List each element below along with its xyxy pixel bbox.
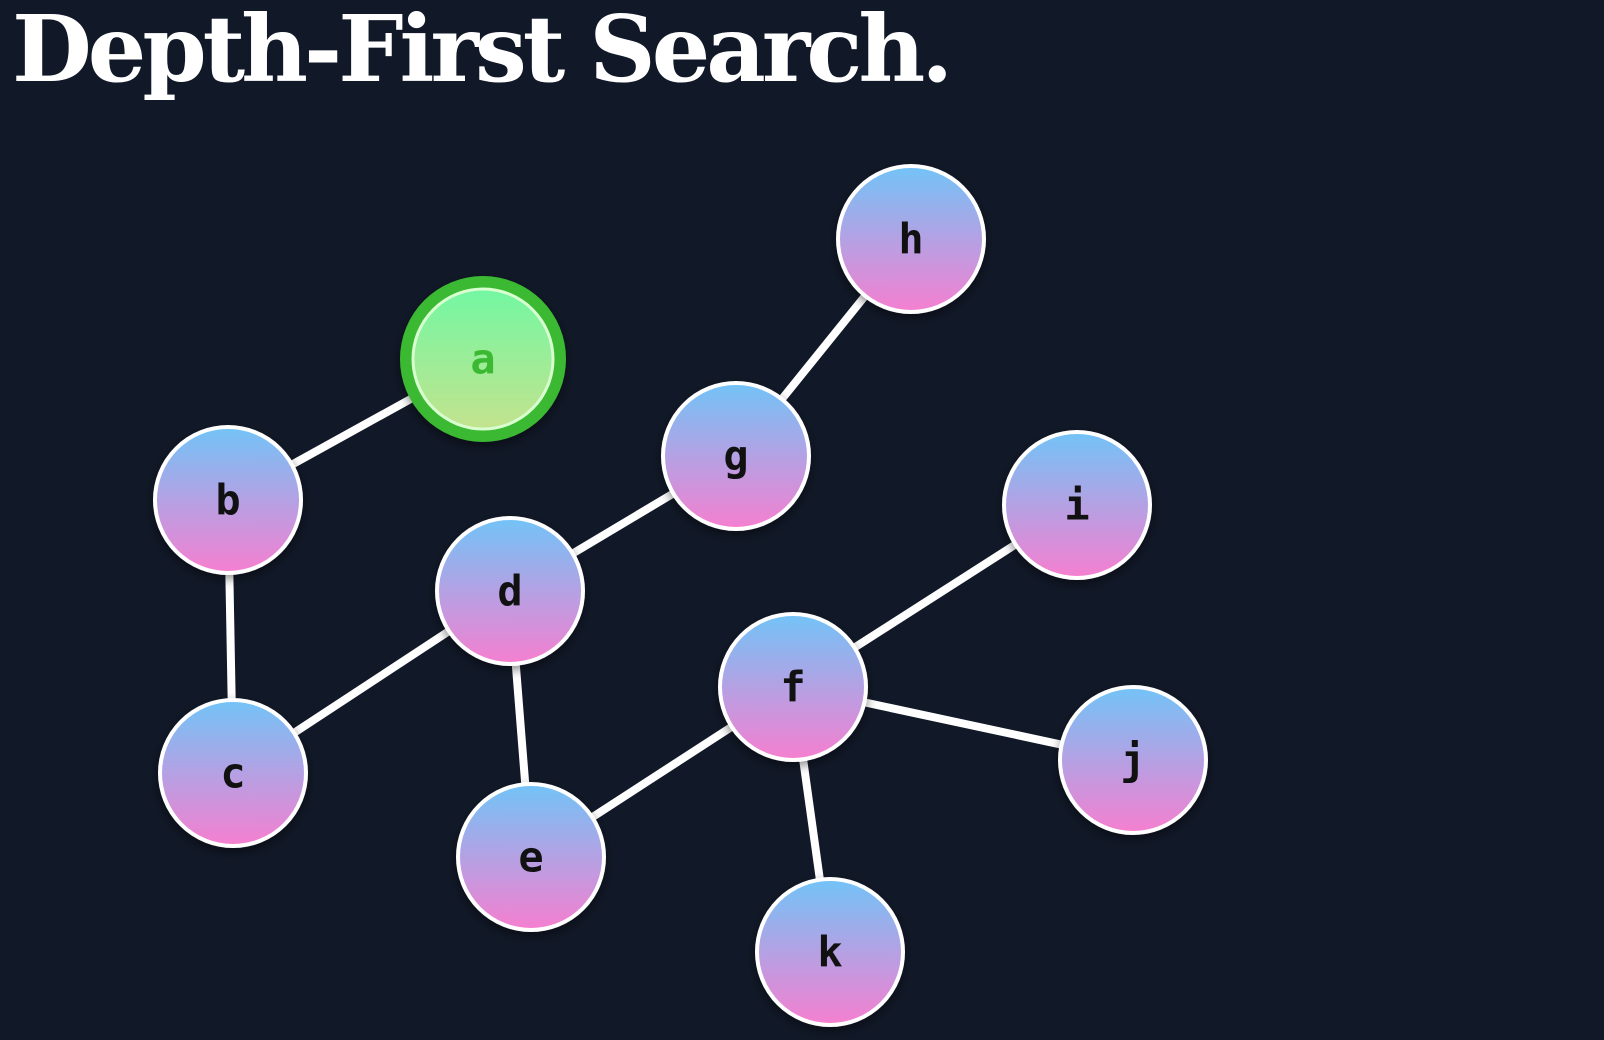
edges-layer <box>224 235 1137 956</box>
nodes-layer: a b c d e f g h i j k <box>153 164 1208 1027</box>
node-k-circle <box>755 877 905 1027</box>
node-b: b <box>153 425 303 575</box>
node-e-circle <box>456 782 606 932</box>
node-h-label: h <box>898 215 923 264</box>
node-b-label: b <box>215 476 240 525</box>
node-a-label: a <box>470 335 495 384</box>
node-g-circle <box>661 381 811 531</box>
node-d-circle <box>435 516 585 666</box>
node-i: i <box>1002 430 1152 580</box>
node-g-label: g <box>723 432 748 481</box>
node-i-label: i <box>1064 481 1089 530</box>
node-k-label: k <box>817 928 842 977</box>
node-j-label: j <box>1120 736 1145 785</box>
node-h: h <box>836 164 986 314</box>
node-f-label: f <box>780 663 805 712</box>
node-j: j <box>1058 685 1208 835</box>
node-c-circle <box>158 698 308 848</box>
node-b-circle <box>153 425 303 575</box>
node-f-circle <box>718 612 868 762</box>
node-g: g <box>661 381 811 531</box>
page-title: Depth-First Search. <box>12 0 953 103</box>
node-d-label: d <box>497 567 522 616</box>
node-k: k <box>755 877 905 1027</box>
node-d: d <box>435 516 585 666</box>
node-i-circle <box>1002 430 1152 580</box>
node-a: a <box>400 276 566 442</box>
node-a-circle <box>411 287 555 431</box>
node-c-label: c <box>220 749 245 798</box>
node-f: f <box>718 612 868 762</box>
node-c: c <box>158 698 308 848</box>
node-e: e <box>456 782 606 932</box>
node-j-circle <box>1058 685 1208 835</box>
node-h-circle <box>836 164 986 314</box>
node-e-label: e <box>518 833 543 882</box>
